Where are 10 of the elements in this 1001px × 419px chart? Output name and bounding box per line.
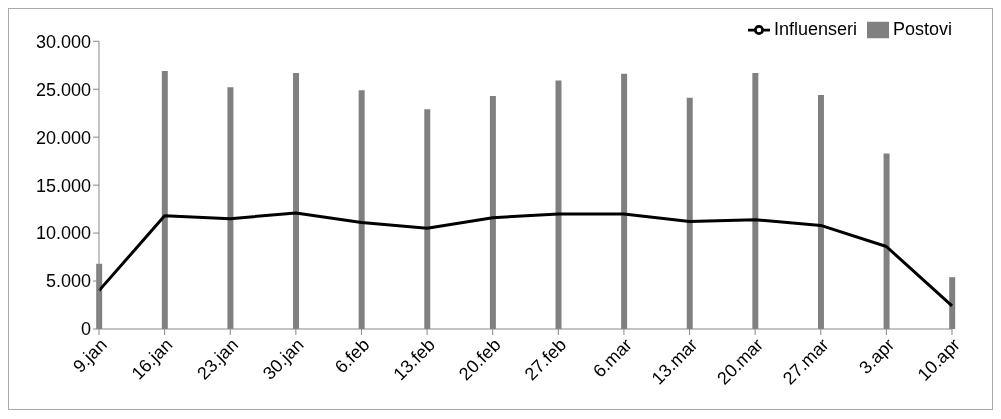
y-tick-label: 5.000 — [45, 271, 91, 292]
legend-label: Postovi — [892, 19, 952, 39]
y-tick-label: 0 — [80, 319, 91, 340]
y-tick-label: 10.000 — [35, 223, 91, 244]
line-series — [97, 211, 954, 308]
y-tick-label: 20.000 — [35, 127, 91, 148]
y-tick-label: 15.000 — [35, 175, 91, 196]
y-tick-label: 25.000 — [35, 79, 91, 100]
y-tick-label: 30.000 — [35, 31, 91, 52]
legend-label: Influenseri — [773, 19, 857, 39]
